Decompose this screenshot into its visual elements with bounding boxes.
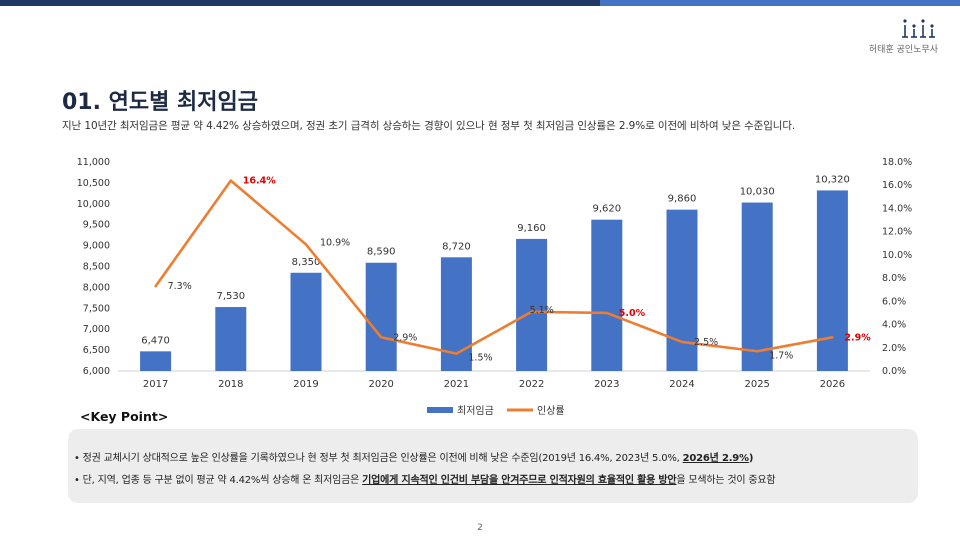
top-accent-bar xyxy=(0,0,960,6)
keypoint-bullet-2: • 단, 지역, 업종 등 구분 없이 평균 약 4.42%씩 상승해 온 최저… xyxy=(74,471,776,486)
legend-label-line: 인상률 xyxy=(537,405,565,417)
x-axis-tick-label: 2017 xyxy=(143,379,168,390)
line-point xyxy=(229,179,232,182)
x-axis-tick-label: 2026 xyxy=(820,379,845,390)
y2-axis-tick-label: 6.0% xyxy=(882,296,906,307)
line-point xyxy=(455,352,458,355)
bar-minimum-wage xyxy=(516,238,548,371)
line-increase-rate xyxy=(154,179,833,355)
x-axis-tick-label: 2019 xyxy=(293,379,318,390)
bar-data-label: 9,860 xyxy=(668,194,697,205)
x-axis-tick-label: 2025 xyxy=(744,379,769,390)
keypoint-bullet-1-emphasis: 2026년 2.9% xyxy=(682,453,749,464)
bar-minimum-wage xyxy=(365,262,397,371)
top-accent-bar-dark xyxy=(0,0,600,6)
bar-minimum-wage xyxy=(591,219,623,371)
page-number: 2 xyxy=(477,523,483,533)
keypoint-bullet-1: • 정권 교체시기 상대적으로 높은 인상률을 기록하였으나 현 정부 첫 최저… xyxy=(74,449,753,464)
brand-name: 허태훈 공인노무사 xyxy=(868,45,938,55)
x-axis-tick-label: 2024 xyxy=(669,379,694,390)
line-data-label: 2.5% xyxy=(694,337,718,348)
y2-axis-tick-label: 16.0% xyxy=(882,180,912,191)
line-data-label: 1.5% xyxy=(468,353,492,364)
bar-data-label: 6,470 xyxy=(141,335,170,346)
bar-minimum-wage xyxy=(666,209,698,371)
x-axis-tick-label: 2021 xyxy=(444,379,469,390)
bar-data-label: 7,530 xyxy=(216,291,245,302)
y2-axis-tick-label: 10.0% xyxy=(882,250,912,261)
keypoint-bullet-1-end: ) xyxy=(748,453,754,464)
legend-swatch-bar xyxy=(427,407,453,413)
y-axis-tick-label: 10,000 xyxy=(77,199,110,210)
line-point xyxy=(304,243,308,246)
bar-data-label: 9,620 xyxy=(592,204,621,215)
y-axis-tick-label: 6,000 xyxy=(83,366,110,377)
line-point xyxy=(756,350,759,353)
bar-minimum-wage xyxy=(816,190,848,371)
brand-logo-icon xyxy=(902,19,935,38)
y2-axis-tick-label: 2.0% xyxy=(882,343,906,354)
line-point xyxy=(380,336,383,339)
bar-data-label: 8,350 xyxy=(292,257,321,268)
bar-data-label: 9,160 xyxy=(517,223,546,234)
bar-minimum-wage xyxy=(290,272,322,371)
line-point xyxy=(154,285,157,288)
keypoint-bullet-1-text: • 정권 교체시기 상대적으로 높은 인상률을 기록하였으나 현 정부 첫 최저… xyxy=(74,453,683,464)
x-axis-tick-label: 2023 xyxy=(594,379,619,390)
y-axis-tick-label: 10,500 xyxy=(77,178,110,189)
bar-data-label: 10,030 xyxy=(740,187,775,198)
keypoint-box: • 정권 교체시기 상대적으로 높은 인상률을 기록하였으나 현 정부 첫 최저… xyxy=(68,429,918,503)
line-data-label: 7.3% xyxy=(168,281,192,292)
page-title: 01. 연도별 최저임금 xyxy=(62,90,258,115)
page-subtitle: 지난 10년간 최저임금은 평균 약 4.42% 상승하였으며, 정권 초기 급… xyxy=(62,120,796,132)
y-axis-tick-label: 11,000 xyxy=(77,157,110,168)
y-axis-tick-label: 7,500 xyxy=(83,303,110,314)
line-point xyxy=(605,311,608,315)
bar-data-label: 10,320 xyxy=(815,174,850,185)
bar-data-label: 8,720 xyxy=(442,241,471,252)
line-data-label: 2.9% xyxy=(844,332,871,343)
y2-axis-tick-label: 14.0% xyxy=(882,203,912,214)
y2-axis-tick-label: 0.0% xyxy=(882,366,906,377)
keypoint-bullet-2-text: • 단, 지역, 업종 등 구분 없이 평균 약 4.42%씩 상승해 온 최저… xyxy=(74,475,363,486)
bar-minimum-wage xyxy=(215,307,247,371)
y-axis-tick-label: 8,500 xyxy=(83,262,110,273)
x-axis-tick-label: 2022 xyxy=(519,379,544,390)
bar-minimum-wage xyxy=(140,351,172,371)
keypoint-bullet-2-emphasis: 기업에게 지속적인 인건비 부담을 안겨주므로 인적자원의 효율적인 활용 방안 xyxy=(362,475,677,486)
y-axis-tick-label: 9,500 xyxy=(83,220,110,231)
keypoint-bullet-2-end: 을 모색하는 것이 중요함 xyxy=(676,475,776,486)
top-accent-bar-light xyxy=(600,0,960,6)
line-point xyxy=(680,340,684,344)
y-axis-tick-label: 8,000 xyxy=(83,282,110,293)
line-point xyxy=(831,336,834,339)
y-axis-tick-label: 7,000 xyxy=(83,324,110,335)
x-axis-tick-label: 2018 xyxy=(218,379,243,390)
keypoint-heading: <Key Point> xyxy=(80,409,169,424)
y2-axis-tick-label: 8.0% xyxy=(882,273,906,284)
line-data-label: 16.4% xyxy=(243,176,276,187)
brand-logo-shapes xyxy=(902,19,935,38)
line-data-label: 1.7% xyxy=(769,350,793,361)
line-data-label: 2.9% xyxy=(393,332,417,343)
x-axis-tick-label: 2020 xyxy=(368,379,393,390)
y2-axis-tick-label: 4.0% xyxy=(882,320,906,331)
line-point xyxy=(530,310,533,313)
line-data-label: 5.0% xyxy=(619,308,646,319)
y-axis-tick-label: 6,500 xyxy=(83,345,110,356)
bar-data-label: 8,590 xyxy=(367,247,396,258)
line-data-label: 5.1% xyxy=(530,305,554,316)
legend-label-bar: 최저임금 xyxy=(457,404,494,417)
line-data-label: 10.9% xyxy=(320,237,350,248)
y-axis-tick-label: 9,000 xyxy=(83,241,110,252)
y2-axis-tick-label: 12.0% xyxy=(882,227,912,238)
bar-minimum-wage xyxy=(741,202,773,371)
minimum-wage-chart: 6,000 6,500 7,000 7,500 8,000 8,500 9,000 9,500… xyxy=(77,157,912,417)
y2-axis-tick-label: 18.0% xyxy=(882,157,912,168)
